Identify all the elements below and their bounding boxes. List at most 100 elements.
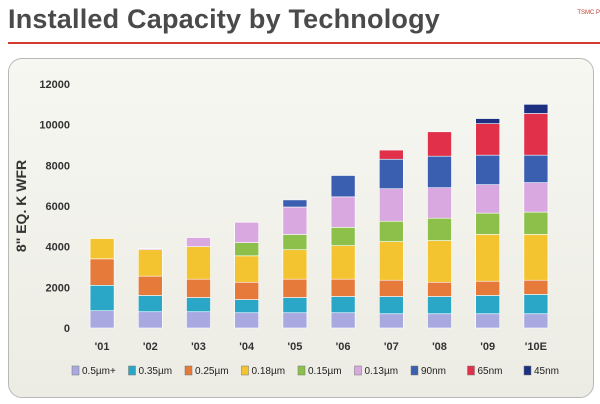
x-tick-label: '01 <box>95 341 110 353</box>
bar-segment <box>427 281 452 297</box>
bar-segment <box>282 206 308 235</box>
x-tick-label: '09 <box>480 341 495 353</box>
title-rule <box>8 42 600 44</box>
legend-label: 65nm <box>478 366 503 377</box>
x-tick-label: '05 <box>287 341 302 353</box>
legend-swatch <box>184 365 193 376</box>
legend-swatch <box>467 365 475 376</box>
bar-segment <box>89 238 115 260</box>
bar-segment <box>475 295 501 315</box>
bar-segment <box>186 311 211 329</box>
bar-segment <box>138 295 163 313</box>
legend-label: 0.13µm <box>365 366 399 377</box>
bar-segment <box>475 154 501 185</box>
bar-segment <box>234 242 259 257</box>
bar-segment <box>427 217 452 241</box>
bar-segment <box>89 258 115 286</box>
bar-segment <box>330 196 356 228</box>
y-tick-label: 2000 <box>46 282 70 294</box>
bar-segment <box>427 155 452 189</box>
legend-label: 0.15µm <box>308 366 342 377</box>
legend-swatch <box>523 365 532 376</box>
y-axis: 0 2000 4000 6000 8000 10000 12000 <box>39 79 70 335</box>
legend-swatch <box>354 365 362 376</box>
bar-segment <box>378 241 404 281</box>
bar-segment <box>330 175 356 198</box>
bar-segment <box>234 312 259 329</box>
legend-label: 90nm <box>421 366 446 377</box>
legend-label: 0.5µm+ <box>82 366 116 377</box>
bar-segment <box>330 245 356 280</box>
bar-segment <box>186 237 211 247</box>
bar-segment <box>475 118 501 124</box>
legend-label: 0.18µm <box>252 366 286 377</box>
bar-segment <box>234 299 259 314</box>
legend: 0.5µm+ 0.35µm 0.25µm 0.18µm 0.15µm 0.13µm 90nm… <box>71 365 559 377</box>
x-tick-label: '04 <box>239 341 255 353</box>
x-axis: '01 '02 '03 '04 '05 '06 '07 '08 '09 '10E <box>95 341 547 353</box>
bar-segment <box>89 310 115 329</box>
y-tick-label: 6000 <box>46 201 70 213</box>
x-tick-label: '03 <box>191 341 206 353</box>
y-tick-label: 0 <box>64 323 70 335</box>
bar-segment <box>378 158 404 190</box>
bar-segment <box>523 313 549 329</box>
legend-swatch <box>71 365 80 376</box>
bar-segment <box>138 249 163 277</box>
bar-segment <box>475 313 501 329</box>
slide-title: Installed Capacity by Technology <box>8 4 440 34</box>
bar-segment <box>378 220 404 242</box>
x-tick-label: '08 <box>432 341 447 353</box>
bar-segment <box>378 149 404 160</box>
bar-segment <box>427 296 452 315</box>
bar-segment <box>186 246 211 280</box>
y-axis-label: 8" EQ. K WFR <box>13 160 29 252</box>
bar-segment <box>89 284 115 312</box>
y-tick-label: 10000 <box>39 120 70 132</box>
y-tick-label: 8000 <box>46 160 70 172</box>
bars <box>89 104 549 329</box>
bar-segment <box>523 279 549 295</box>
bar-segment <box>282 297 308 314</box>
bar-segment <box>186 278 211 298</box>
bar-segment <box>475 184 501 214</box>
bar-segment <box>234 281 259 300</box>
bar-segment <box>378 296 404 315</box>
legend-swatch <box>297 365 306 376</box>
y-tick-label: 12000 <box>39 79 70 91</box>
bar-segment <box>138 311 163 329</box>
x-tick-label: '02 <box>143 341 158 353</box>
bar-segment <box>234 221 259 243</box>
bar-segment <box>138 248 163 251</box>
bar-segment <box>523 113 549 156</box>
bar-segment <box>523 211 549 235</box>
bar-segment <box>330 296 356 314</box>
bar-segment <box>378 313 404 329</box>
legend-swatch <box>241 365 249 376</box>
legend-label: 0.25µm <box>195 366 229 377</box>
bar-segment <box>282 199 308 208</box>
bar-segment <box>282 234 308 251</box>
bar-segment <box>523 182 549 213</box>
bar-segment <box>186 297 211 313</box>
bar-segment <box>523 294 549 315</box>
bar-segment <box>523 234 549 281</box>
x-tick-label: '06 <box>336 341 351 353</box>
bar-segment <box>282 312 308 329</box>
bar-segment <box>475 123 501 156</box>
bar-segment <box>330 278 356 297</box>
bar-segment <box>523 154 549 183</box>
bar-segment <box>427 131 452 157</box>
bar-segment <box>138 275 163 296</box>
bar-segment <box>427 187 452 219</box>
legend-swatch <box>128 365 136 376</box>
bar-segment <box>330 227 356 246</box>
bar-segment <box>378 279 404 297</box>
y-tick-label: 4000 <box>46 242 70 254</box>
bar-segment <box>282 249 308 280</box>
x-tick-label: '07 <box>384 341 399 353</box>
legend-label: 45nm <box>534 366 559 377</box>
bar-segment <box>378 188 404 222</box>
bar-segment <box>427 240 452 283</box>
